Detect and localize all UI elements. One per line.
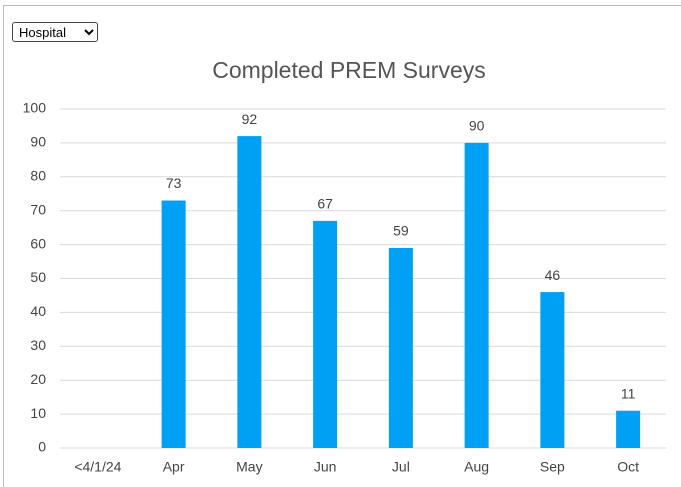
data-label: 90 (469, 118, 485, 134)
bar (161, 200, 186, 448)
chart-title: Completed PREM Surveys (212, 57, 486, 83)
y-tick-label: 50 (30, 269, 46, 285)
dropdown[interactable]: Hospital (12, 22, 98, 42)
y-tick-label: 70 (30, 201, 46, 217)
x-tick-label: Jun (314, 459, 337, 475)
data-label: 46 (545, 267, 561, 283)
x-tick-label: Sep (540, 459, 565, 475)
frame (3, 5, 681, 487)
y-tick-label: 60 (30, 235, 46, 251)
bar (237, 136, 262, 448)
data-label: 92 (242, 111, 258, 127)
y-tick-label: 100 (23, 100, 47, 116)
y-tick-label: 90 (30, 134, 46, 150)
x-tick-label: May (236, 459, 262, 475)
bar (616, 410, 641, 448)
y-tick-label: 20 (30, 371, 46, 387)
x-tick-label: <4/1/24 (74, 459, 121, 475)
y-tick-label: 0 (38, 439, 46, 455)
data-label: 67 (317, 196, 333, 212)
bar (313, 220, 338, 448)
bar (464, 142, 489, 448)
x-tick-label: Oct (617, 459, 639, 475)
y-tick-label: 40 (30, 303, 46, 319)
y-tick-label: 80 (30, 168, 46, 184)
bar (540, 292, 565, 448)
bar (388, 247, 413, 448)
y-tick-label: 10 (30, 405, 46, 421)
data-label: 11 (621, 385, 636, 401)
data-label: 59 (393, 223, 409, 239)
x-tick-label: Aug (464, 459, 489, 475)
data-label: 73 (166, 175, 182, 191)
x-tick-label: Apr (163, 459, 185, 475)
x-tick-label: Jul (392, 459, 410, 475)
y-tick-label: 30 (30, 337, 46, 353)
